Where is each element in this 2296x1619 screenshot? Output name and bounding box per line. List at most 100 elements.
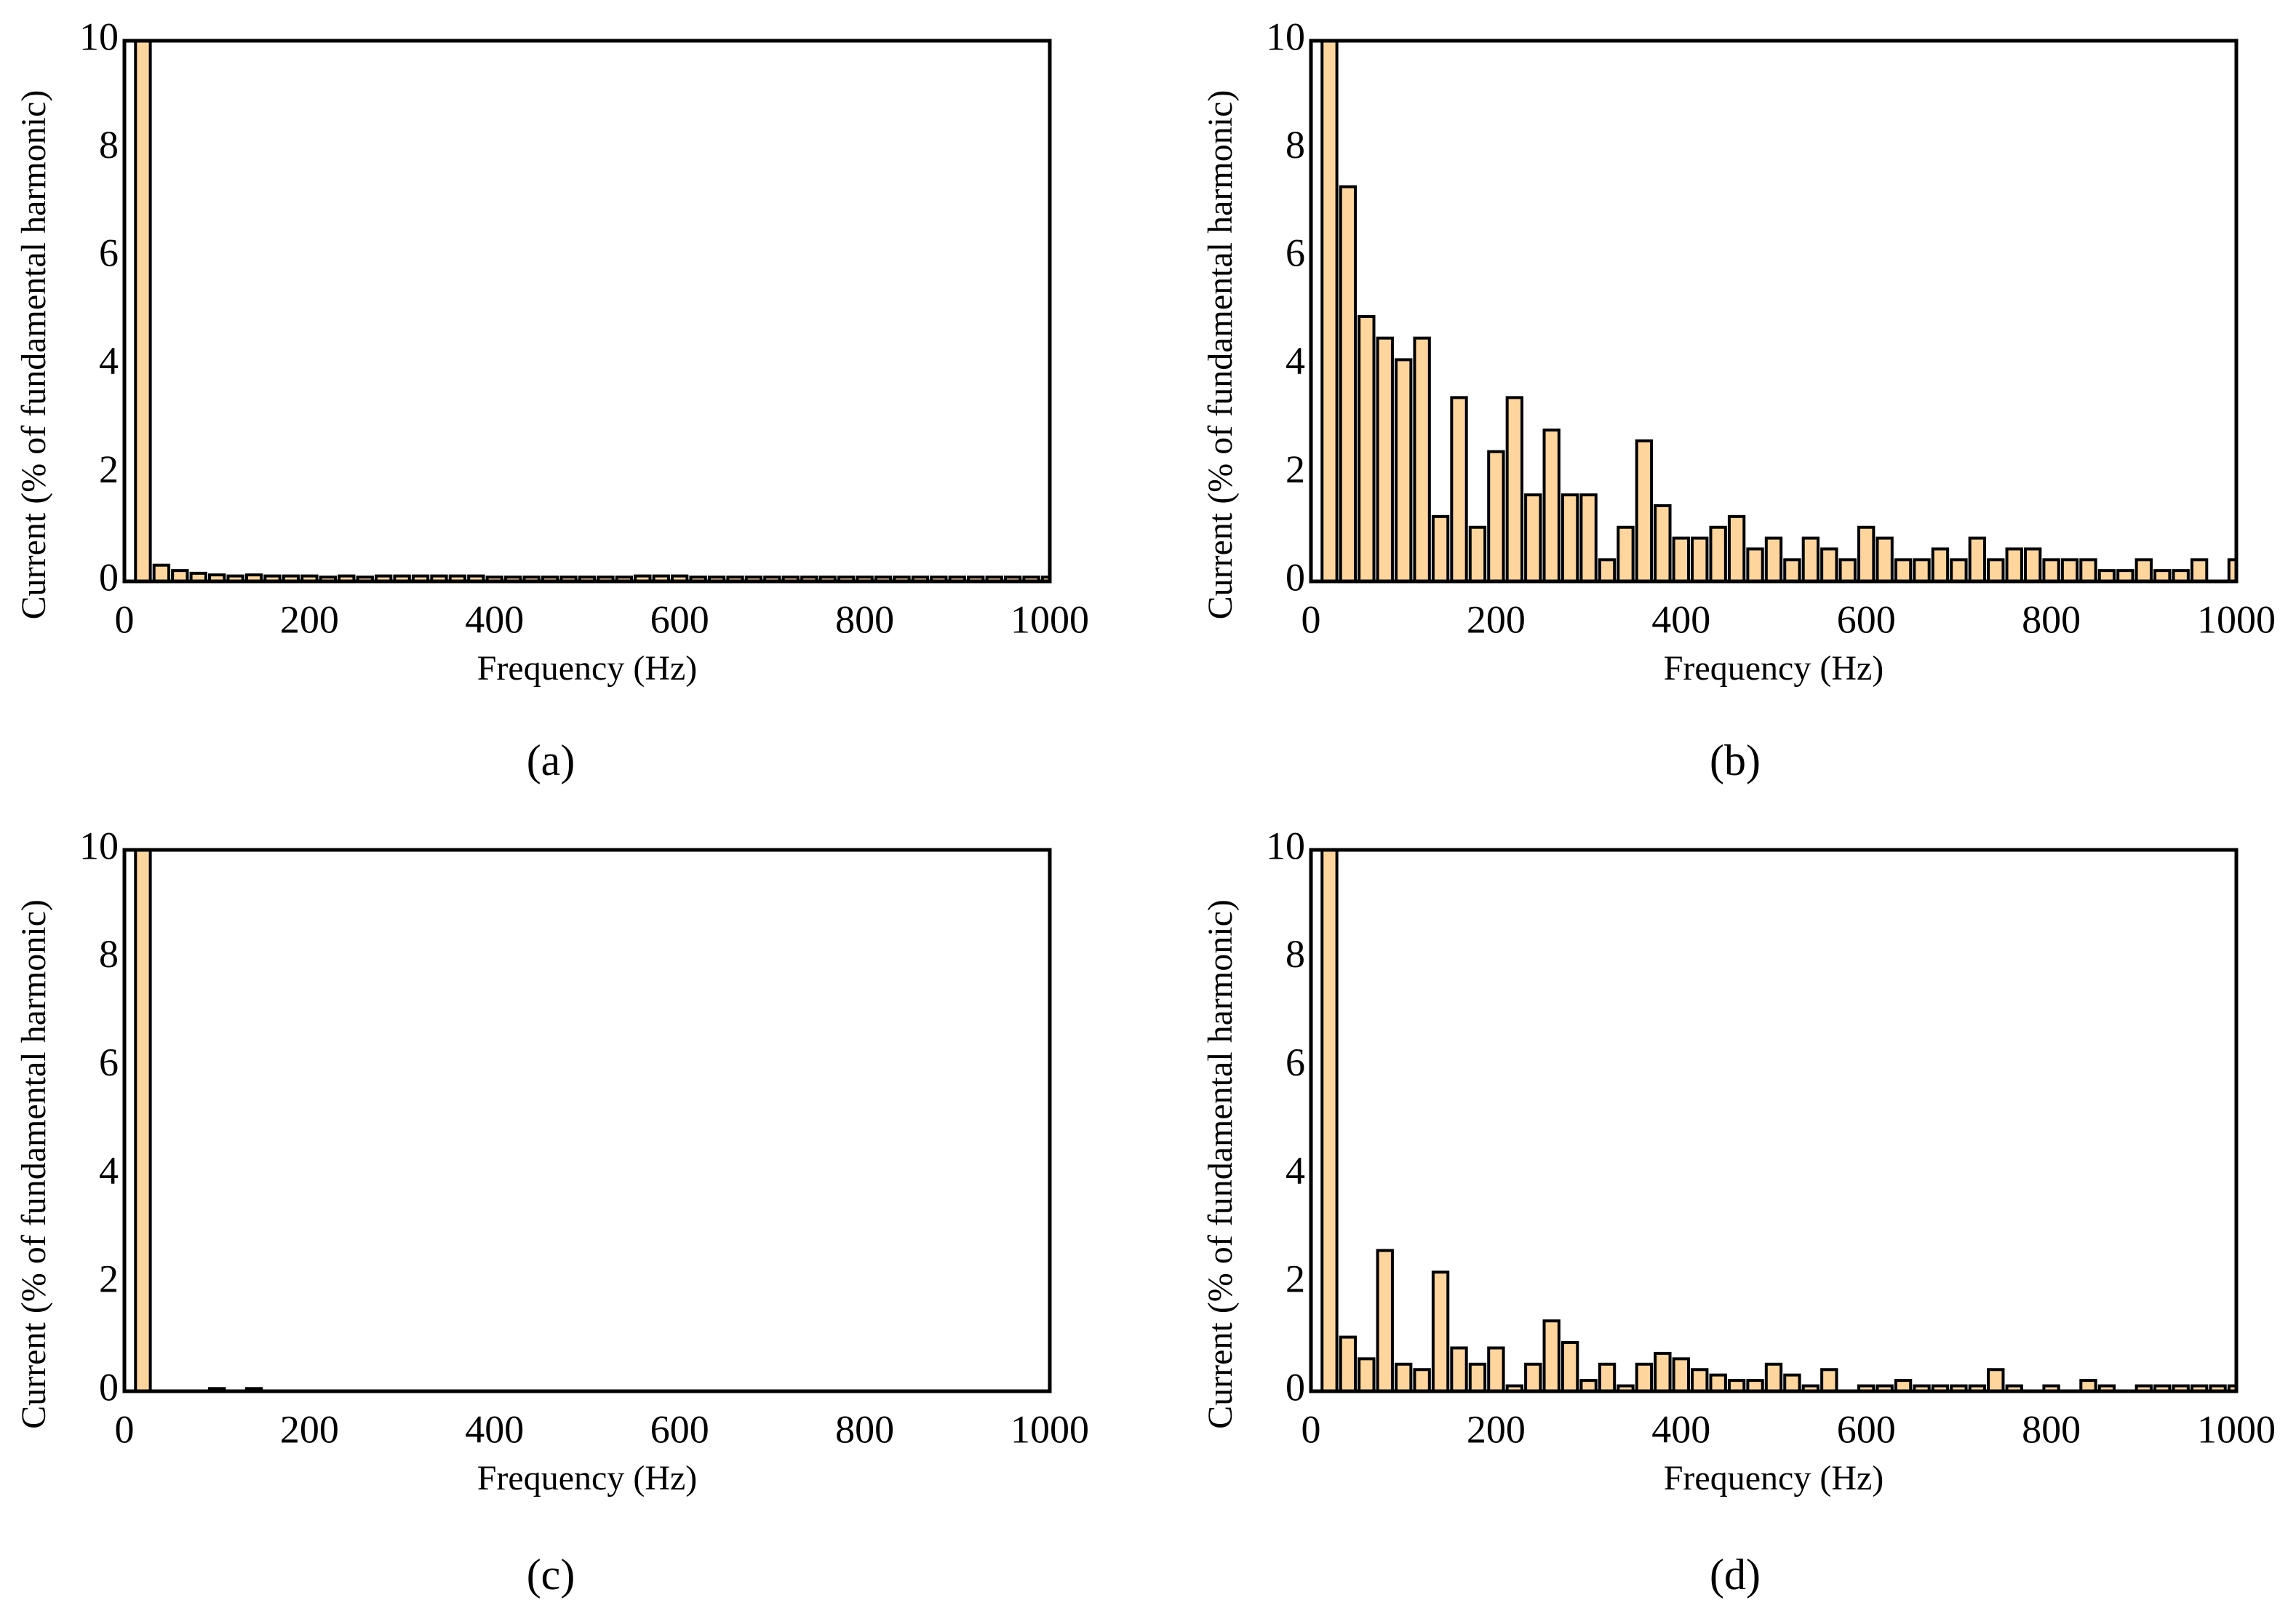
plot-area — [134, 41, 1050, 581]
bar — [1913, 558, 1931, 581]
bar — [1617, 525, 1635, 581]
y-tick-label: 8 — [1285, 123, 1305, 167]
bar — [652, 574, 670, 581]
bar — [911, 576, 930, 581]
bar — [1339, 185, 1358, 581]
y-tick-label: 2 — [99, 447, 119, 491]
bar — [374, 574, 393, 581]
bar — [1468, 525, 1487, 581]
bar — [1635, 1362, 1654, 1391]
y-axis-label: Current (% of fundamental harmonic) — [15, 90, 53, 620]
bar — [578, 576, 597, 581]
x-tick-label: 600 — [650, 597, 709, 641]
bar — [1413, 336, 1431, 581]
bar — [781, 576, 800, 581]
bar — [1320, 41, 1339, 581]
x-axis-label: Frequency (Hz) — [1664, 649, 1884, 688]
plot-frame — [122, 39, 1052, 584]
x-axis-label: Frequency (Hz) — [1664, 1459, 1884, 1497]
y-tick-label: 4 — [99, 1149, 119, 1193]
bar — [1691, 1368, 1709, 1391]
bar — [485, 576, 503, 581]
bar — [356, 576, 374, 581]
bar — [467, 574, 485, 581]
bar — [1801, 1384, 1820, 1391]
bar — [1468, 1362, 1487, 1391]
bar — [1950, 1384, 1968, 1391]
x-tick-label: 800 — [835, 597, 894, 641]
x-tick-label: 200 — [1467, 1407, 1526, 1451]
bar — [1542, 1319, 1560, 1391]
bar — [1487, 450, 1505, 581]
bar — [1339, 1335, 1358, 1391]
panel-label: (a) — [527, 736, 575, 784]
bar — [1505, 1384, 1524, 1391]
x-tick-label: 800 — [835, 1407, 894, 1451]
bar — [134, 41, 152, 581]
x-tick-label: 1000 — [2197, 597, 2276, 641]
bar — [226, 574, 244, 581]
x-tick-label: 400 — [1651, 597, 1710, 641]
bar — [2042, 558, 2060, 581]
x-tick-label: 0 — [115, 1407, 135, 1451]
y-tick-label: 8 — [99, 123, 119, 167]
bar — [171, 569, 189, 581]
bar — [1635, 439, 1654, 581]
bar — [152, 563, 171, 581]
bar — [615, 576, 634, 581]
bar — [541, 576, 559, 581]
bar — [2209, 1384, 2227, 1391]
bar — [1894, 558, 1913, 581]
x-tick-label: 0 — [115, 597, 135, 641]
x-tick-label: 1000 — [1011, 1407, 1089, 1451]
bar — [1560, 493, 1579, 581]
bar — [1003, 576, 1022, 581]
bar — [597, 576, 615, 581]
bar — [1968, 1384, 1987, 1391]
bar — [430, 574, 448, 581]
panel-label: (b) — [1710, 736, 1761, 784]
y-tick-label: 10 — [1266, 15, 1305, 58]
bar — [1801, 536, 1820, 581]
y-tick-label: 2 — [99, 1257, 119, 1301]
bar — [1654, 504, 1672, 581]
bar — [1987, 1368, 2005, 1391]
y-tick-label: 0 — [1285, 555, 1305, 599]
y-tick-label: 2 — [1285, 1257, 1305, 1301]
bar — [2097, 569, 2116, 581]
bar — [763, 576, 781, 581]
y-tick-label: 6 — [99, 231, 119, 275]
bar — [1320, 850, 1339, 1391]
bar — [1022, 576, 1040, 581]
bar — [1783, 558, 1801, 581]
x-tick-label: 400 — [465, 597, 524, 641]
bar — [1876, 1384, 1894, 1391]
y-axis-label: Current (% of fundamental harmonic) — [1201, 90, 1240, 620]
x-tick-label: 0 — [1302, 1407, 1321, 1451]
plot-area — [134, 850, 263, 1391]
y-axis-label: Current (% of fundamental harmonic) — [1201, 899, 1240, 1429]
bar — [2172, 569, 2190, 581]
x-tick-label: 600 — [1837, 1407, 1896, 1451]
bar — [559, 576, 578, 581]
bar — [2005, 547, 2023, 581]
bar — [1672, 536, 1690, 581]
panel-label: (d) — [1710, 1551, 1761, 1599]
bar — [411, 574, 430, 581]
bar — [1876, 536, 1894, 581]
bar — [2042, 1384, 2060, 1391]
x-tick-label: 600 — [650, 1407, 709, 1451]
y-tick-label: 10 — [79, 15, 119, 58]
bar — [1968, 536, 1987, 581]
bar — [967, 576, 985, 581]
bar — [1579, 493, 1598, 581]
bar — [1672, 1357, 1690, 1391]
bar — [1505, 396, 1524, 581]
y-tick-label: 0 — [99, 555, 119, 599]
y-tick-label: 8 — [99, 932, 119, 976]
bar — [1376, 1249, 1394, 1391]
bar — [744, 576, 763, 581]
bar — [1857, 525, 1876, 581]
bar — [2079, 558, 2097, 581]
